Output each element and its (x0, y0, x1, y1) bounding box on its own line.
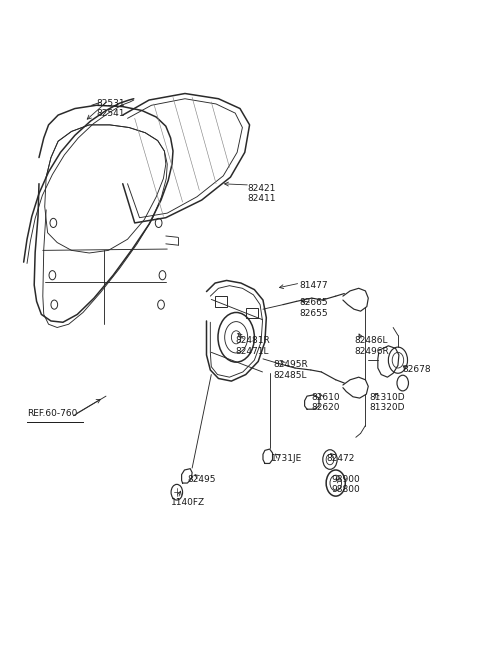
Bar (246, 308, 258, 318)
Text: 98900
98800: 98900 98800 (331, 475, 360, 494)
Text: 82495: 82495 (187, 475, 216, 483)
Circle shape (231, 331, 241, 344)
Text: 1731JE: 1731JE (271, 454, 302, 462)
Text: 82610
82620: 82610 82620 (312, 393, 340, 413)
Text: 82531
82541: 82531 82541 (96, 99, 125, 119)
Text: 1140FZ: 1140FZ (170, 498, 205, 507)
Text: 82495R
82485L: 82495R 82485L (274, 360, 308, 380)
Text: 82486L
82496R: 82486L 82496R (355, 336, 390, 356)
Bar (215, 296, 227, 307)
Text: 81477: 81477 (300, 280, 328, 290)
Text: 82481R
82471L: 82481R 82471L (235, 336, 270, 356)
Text: 81310D
81320D: 81310D 81320D (369, 393, 405, 413)
Text: REF.60-760: REF.60-760 (27, 409, 77, 419)
Text: 82421
82411: 82421 82411 (247, 184, 276, 203)
Text: 82678: 82678 (403, 365, 432, 375)
Text: 82665
82655: 82665 82655 (300, 298, 328, 318)
Text: 82472: 82472 (326, 454, 355, 462)
